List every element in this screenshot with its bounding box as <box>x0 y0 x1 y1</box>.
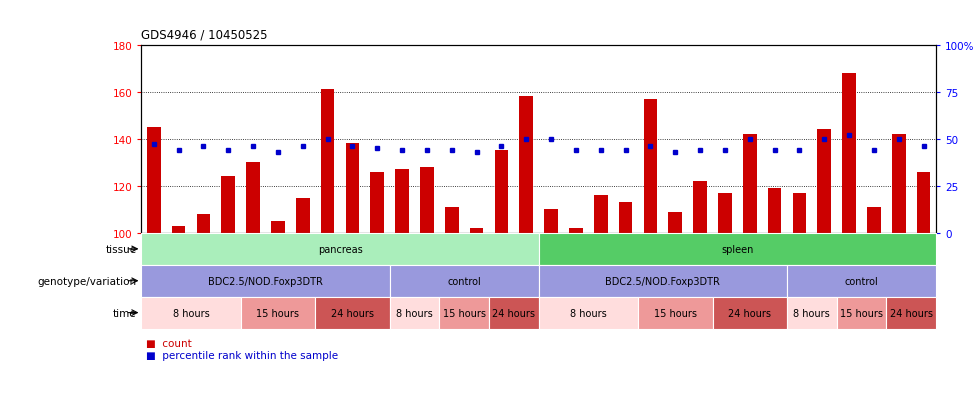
Bar <box>569 229 583 233</box>
Text: genotype/variation: genotype/variation <box>37 276 136 286</box>
Bar <box>817 130 831 233</box>
Text: control: control <box>448 276 481 286</box>
Text: 8 hours: 8 hours <box>794 308 831 318</box>
Bar <box>644 100 657 233</box>
Text: 15 hours: 15 hours <box>840 308 883 318</box>
Bar <box>867 207 880 233</box>
Bar <box>743 135 757 233</box>
Text: 15 hours: 15 hours <box>443 308 486 318</box>
Bar <box>669 212 682 233</box>
Bar <box>520 97 533 233</box>
Text: tissue: tissue <box>105 244 136 254</box>
Bar <box>147 128 161 233</box>
Bar <box>141 297 241 329</box>
Bar <box>719 193 732 233</box>
Bar <box>787 297 837 329</box>
Text: pancreas: pancreas <box>318 244 363 254</box>
Text: control: control <box>844 276 878 286</box>
Text: time: time <box>113 308 136 318</box>
Bar <box>390 297 440 329</box>
Bar <box>892 135 906 233</box>
Bar <box>445 207 458 233</box>
Text: GDS4946 / 10450525: GDS4946 / 10450525 <box>141 28 268 41</box>
Bar <box>420 168 434 233</box>
Text: 8 hours: 8 hours <box>173 308 210 318</box>
Bar <box>916 172 930 233</box>
Bar <box>886 297 936 329</box>
Bar <box>345 144 359 233</box>
Bar <box>837 297 886 329</box>
Bar <box>713 297 787 329</box>
Bar <box>390 265 538 297</box>
Text: 8 hours: 8 hours <box>570 308 606 318</box>
Text: 15 hours: 15 hours <box>654 308 697 318</box>
Bar <box>440 297 489 329</box>
Bar <box>619 203 633 233</box>
Text: 15 hours: 15 hours <box>256 308 299 318</box>
Bar <box>172 226 185 233</box>
Bar <box>247 163 260 233</box>
Bar <box>638 297 713 329</box>
Bar <box>470 229 484 233</box>
Bar <box>787 265 936 297</box>
Bar <box>538 297 638 329</box>
Text: BDC2.5/NOD.Foxp3DTR: BDC2.5/NOD.Foxp3DTR <box>605 276 721 286</box>
Bar <box>315 297 390 329</box>
Bar <box>544 210 558 233</box>
Bar <box>197 215 211 233</box>
Bar <box>767 189 781 233</box>
Bar <box>321 90 334 233</box>
Bar <box>538 265 787 297</box>
Bar <box>271 222 285 233</box>
Bar <box>842 74 856 233</box>
Bar <box>241 297 315 329</box>
Text: 24 hours: 24 hours <box>728 308 771 318</box>
Bar <box>370 172 384 233</box>
Bar <box>221 177 235 233</box>
Bar <box>395 170 409 233</box>
Text: spleen: spleen <box>722 244 754 254</box>
Bar <box>693 182 707 233</box>
Bar <box>489 297 538 329</box>
Text: BDC2.5/NOD.Foxp3DTR: BDC2.5/NOD.Foxp3DTR <box>208 276 323 286</box>
Text: 24 hours: 24 hours <box>331 308 374 318</box>
Bar <box>594 196 607 233</box>
Text: 24 hours: 24 hours <box>492 308 535 318</box>
Bar <box>494 151 508 233</box>
Bar <box>141 265 390 297</box>
Text: ■  percentile rank within the sample: ■ percentile rank within the sample <box>146 351 338 361</box>
Bar <box>296 198 310 233</box>
Bar <box>793 193 806 233</box>
Text: ■  count: ■ count <box>146 338 192 348</box>
Bar <box>538 233 936 265</box>
Bar <box>141 233 538 265</box>
Text: 8 hours: 8 hours <box>396 308 433 318</box>
Text: 24 hours: 24 hours <box>889 308 933 318</box>
